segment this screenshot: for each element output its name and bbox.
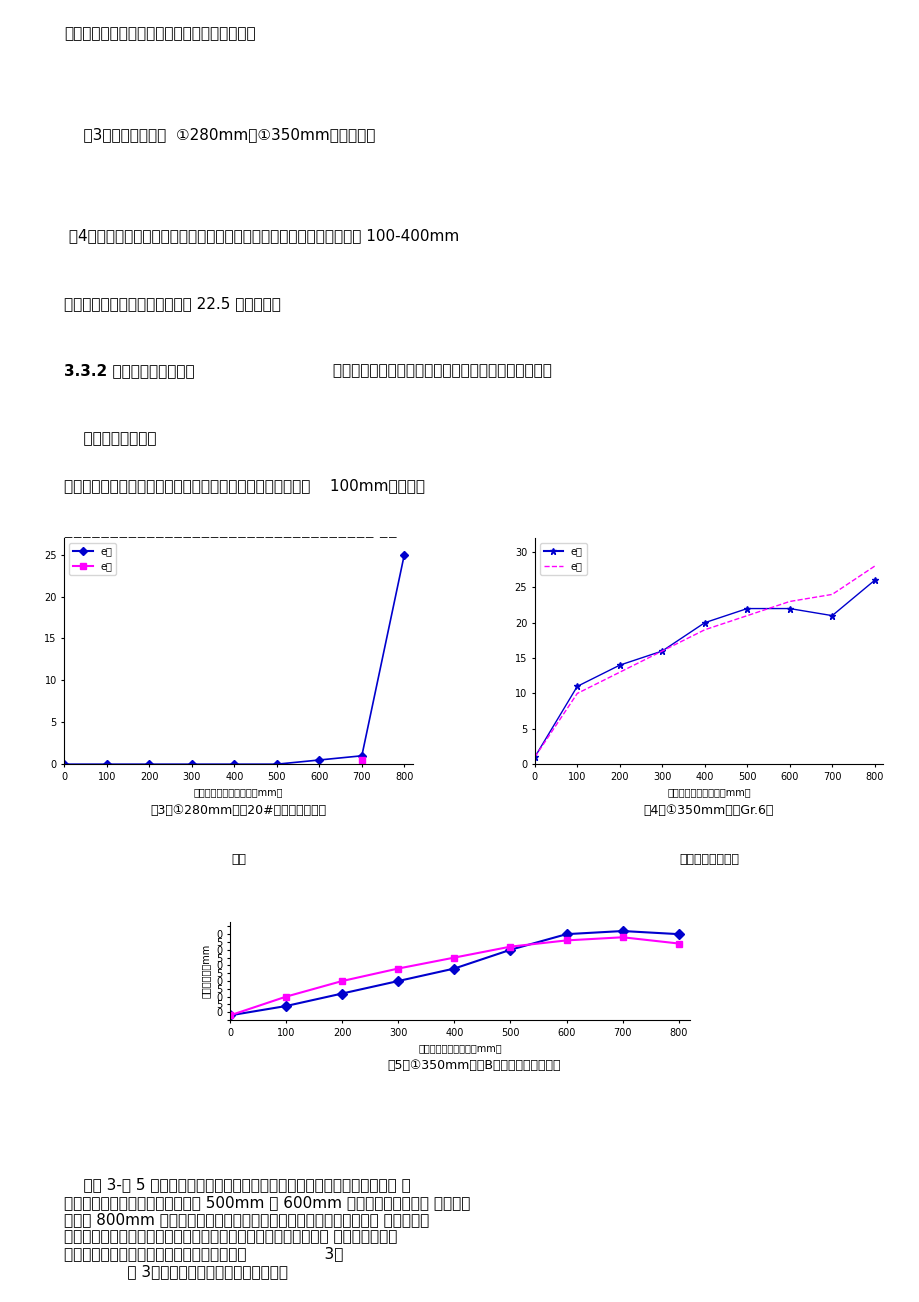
Text: 定横断面坯壳厚度。在漏口处或紧挨漏口处下方截锯一个完整的圆，在圆的各 个方: 定横断面坯壳厚度。在漏口处或紧挨漏口处下方截锯一个完整的圆，在圆的各 个方 bbox=[64, 536, 397, 551]
X-axis label: 距结晶器液面的距离（mm）: 距结晶器液面的距离（mm） bbox=[418, 1043, 501, 1053]
Line: e测: e测 bbox=[62, 552, 407, 767]
e测 bbox=[868, 573, 879, 589]
e测 bbox=[229, 756, 240, 772]
X-axis label: 距结晶器液面的距离（mm）: 距结晶器液面的距离（mm） bbox=[666, 788, 750, 797]
Text: 纹，裂纹内有液渣膜，严重时，产生裂纹漏钢。: 纹，裂纹内有液渣膜，严重时，产生裂纹漏钢。 bbox=[64, 26, 255, 42]
Legend: e测, e计: e测, e计 bbox=[69, 543, 116, 575]
e测 bbox=[59, 756, 70, 772]
Text: 有重要影响，为了: 有重要影响，为了 bbox=[64, 431, 157, 447]
e测 bbox=[528, 749, 539, 764]
Text: 了解结晶器内钢水凝固规律，利用拉漏坯壳沿结晶器高度每隔    100mm锯开，测: 了解结晶器内钢水凝固规律，利用拉漏坯壳沿结晶器高度每隔 100mm锯开，测 bbox=[64, 478, 425, 493]
Text: 坯壳减薄速度加快，在足辊段和二冷一段之间发生漏钢。在漏口处 或紧挨漏口处下: 坯壳减薄速度加快，在足辊段和二冷一段之间发生漏钢。在漏口处 或紧挨漏口处下 bbox=[64, 1229, 397, 1245]
Text: 凝固初期坯壳厚度: 凝固初期坯壳厚度 bbox=[678, 853, 738, 866]
e计 bbox=[826, 587, 837, 603]
e测 bbox=[271, 756, 282, 772]
e测 bbox=[356, 747, 367, 763]
Text: 方截锯一个完整的圆测量各方向的的厚度见表                3：: 方截锯一个完整的圆测量各方向的的厚度见表 3： bbox=[64, 1246, 344, 1262]
e测 bbox=[656, 643, 667, 659]
Legend: e测, e计: e测, e计 bbox=[539, 543, 586, 575]
e计 bbox=[614, 664, 625, 680]
e测 bbox=[313, 753, 324, 768]
e计 bbox=[698, 622, 709, 638]
Text: 器液面 800mm 时漏钢。一般铸坯坯壳厚度减薄发生在结晶器内弧末端 出结晶器后: 器液面 800mm 时漏钢。一般铸坯坯壳厚度减薄发生在结晶器内弧末端 出结晶器后 bbox=[64, 1212, 429, 1226]
e计 bbox=[868, 559, 879, 574]
Text: （4）从漏钢的种类看：主要是低碳系列钢种，漏钢一般发生在出结晶器 100-400mm: （4）从漏钢的种类看：主要是低碳系列钢种，漏钢一般发生在出结晶器 100-400… bbox=[64, 229, 460, 243]
Text: 图5：①350mm规格B钢凝固初期坯壳厚度: 图5：①350mm规格B钢凝固初期坯壳厚度 bbox=[387, 1060, 560, 1073]
Text: 的地方，主要是内弧或内弧左右 22.5 度角范围。: 的地方，主要是内弧或内弧左右 22.5 度角范围。 bbox=[64, 296, 281, 311]
e测 bbox=[741, 600, 752, 616]
e测 bbox=[187, 756, 198, 772]
e测 bbox=[614, 658, 625, 673]
e测 bbox=[698, 615, 709, 630]
Text: 表 3：漏钢口圆周各方向测量的厚度值: 表 3：漏钢口圆周各方向测量的厚度值 bbox=[64, 1264, 288, 1279]
Y-axis label: 凝固坯壳厚度mm: 凝固坯壳厚度mm bbox=[200, 944, 210, 999]
e测 bbox=[143, 756, 154, 772]
Text: 向角上测量坯壳厚度对了解漏钢原因起到帮助的作用。: 向角上测量坯壳厚度对了解漏钢原因起到帮助的作用。 bbox=[64, 594, 283, 608]
e计 bbox=[571, 686, 582, 702]
e测 bbox=[101, 756, 112, 772]
Text: 图4：①350mm规格Gr.6钢: 图4：①350mm规格Gr.6钢 bbox=[643, 803, 773, 816]
Text: 计算值吻合较好，在距结晶器液面 500mm 或 600mm 后坯壳厚度逐渐降低 到距结晶: 计算值吻合较好，在距结晶器液面 500mm 或 600mm 后坯壳厚度逐渐降低 … bbox=[64, 1195, 471, 1210]
e测 bbox=[571, 678, 582, 694]
Text: （3）漏钢多发生在  ①280mm、①350mm的断面上。: （3）漏钢多发生在 ①280mm、①350mm的断面上。 bbox=[64, 128, 375, 142]
Text: 3.3.2 纵裂漏钢的坯壳剖析: 3.3.2 纵裂漏钢的坯壳剖析 bbox=[64, 363, 195, 379]
Line: e测: e测 bbox=[531, 577, 878, 760]
e测 bbox=[783, 600, 794, 616]
Text: 图3：①280mm规格20#钢凝固初期坯壳: 图3：①280mm规格20#钢凝固初期坯壳 bbox=[151, 803, 326, 816]
Line: e计: e计 bbox=[534, 566, 874, 756]
e计 bbox=[528, 749, 539, 764]
e计 bbox=[656, 643, 667, 659]
Text: 钢水浇入结晶器后凝固坯壳生长的厚度和均匀性对漏钢: 钢水浇入结晶器后凝固坯壳生长的厚度和均匀性对漏钢 bbox=[328, 363, 551, 379]
X-axis label: 距离结晶器液面的距离（mm）: 距离结晶器液面的距离（mm） bbox=[194, 788, 283, 797]
Text: 从图 3-图 5 可以发现这样的规律：在凝固前期铸坯凝固壳厚度实际测量值 与: 从图 3-图 5 可以发现这样的规律：在凝固前期铸坯凝固壳厚度实际测量值 与 bbox=[64, 1177, 411, 1193]
Text: 厚度: 厚度 bbox=[231, 853, 246, 866]
e测 bbox=[826, 608, 837, 624]
e测 bbox=[398, 547, 409, 562]
e计 bbox=[783, 594, 794, 609]
e计 bbox=[741, 608, 752, 624]
